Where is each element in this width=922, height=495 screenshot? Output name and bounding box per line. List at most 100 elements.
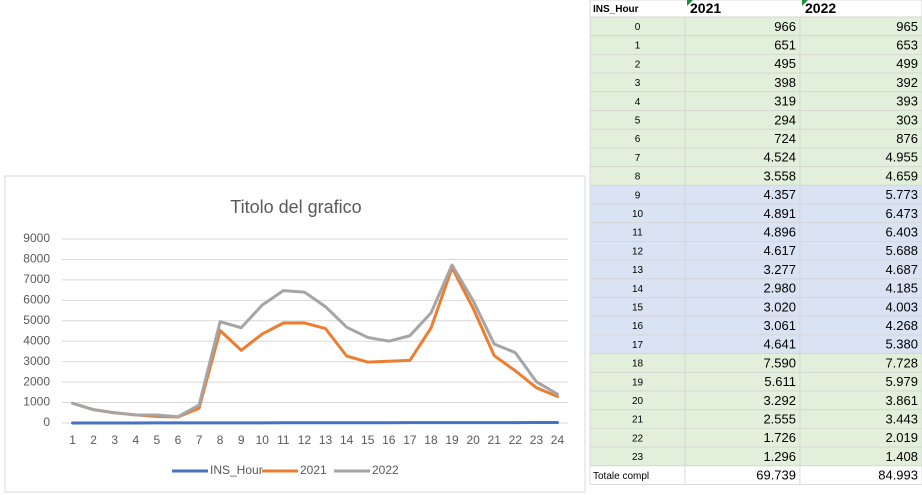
row-cell: 294 [774, 112, 796, 127]
x-tick-label: 22 [509, 433, 523, 447]
row-cell: 4.641 [763, 337, 796, 352]
row-cell: 3.020 [763, 299, 796, 314]
row-label: 11 [632, 228, 643, 239]
row-label: 15 [632, 302, 644, 313]
x-tick-label: 5 [154, 433, 161, 447]
row-cell: 5.979 [885, 374, 918, 389]
row-label: 1 [635, 41, 641, 52]
legend-label: INS_Hour [210, 463, 263, 477]
y-tick-label: 6000 [23, 293, 50, 307]
x-tick-label: 7 [196, 433, 203, 447]
row-cell: 319 [774, 94, 796, 109]
row-label: 5 [635, 115, 641, 126]
row-cell: 495 [774, 56, 796, 71]
x-tick-label: 18 [424, 433, 438, 447]
row-cell: 4.687 [885, 262, 918, 277]
row-label: 20 [632, 396, 644, 407]
x-tick-label: 8 [217, 433, 224, 447]
x-tick-label: 17 [403, 433, 417, 447]
x-tick-label: 3 [111, 433, 118, 447]
row-cell: 303 [896, 112, 918, 127]
series-line [71, 263, 559, 419]
y-tick-label: 8000 [23, 252, 50, 266]
cell-flag [687, 0, 693, 6]
y-tick-label: 1000 [23, 395, 50, 409]
x-tick-label: 6 [175, 433, 182, 447]
row-label: 23 [632, 452, 644, 463]
row-cell: 4.357 [763, 187, 796, 202]
row-cell: 398 [774, 75, 796, 90]
row-cell: 4.896 [763, 224, 796, 239]
row-cell: 4.268 [885, 318, 918, 333]
row-cell: 393 [896, 94, 918, 109]
row-cell: 3.292 [763, 393, 796, 408]
x-tick-label: 11 [277, 433, 290, 447]
x-tick-label: 10 [256, 433, 270, 447]
row-label: 21 [632, 415, 644, 426]
row-cell: 3.443 [885, 411, 918, 426]
row-label: 16 [632, 321, 644, 332]
x-tick-label: 12 [298, 433, 312, 447]
row-cell: 1.408 [885, 449, 918, 464]
row-label: 17 [632, 340, 644, 351]
x-tick-label: 16 [382, 433, 396, 447]
row-label: 6 [635, 134, 641, 145]
legend-label: 2021 [300, 463, 327, 477]
row-cell: 2.555 [763, 411, 796, 426]
row-cell: 5.611 [764, 374, 796, 389]
row-cell: 965 [896, 19, 918, 34]
row-cell: 4.003 [885, 299, 918, 314]
header-cell: 2022 [805, 0, 836, 16]
row-cell: 4.955 [885, 150, 918, 165]
total-cell: 84.993 [878, 468, 918, 483]
row-cell: 4.524 [763, 150, 796, 165]
row-cell: 3.277 [763, 262, 796, 277]
row-cell: 3.061 [763, 318, 796, 333]
y-tick-label: 4000 [23, 333, 50, 347]
chart-title: Titolo del grafico [230, 197, 361, 217]
y-tick-label: 3000 [23, 354, 50, 368]
header-bg [589, 0, 922, 18]
row-label: 12 [632, 246, 644, 257]
header-cell: INS_Hour [593, 4, 639, 15]
header-cell: 2021 [690, 0, 721, 16]
row-cell: 4.185 [885, 281, 918, 296]
row-cell: 2.019 [885, 430, 918, 445]
row-label: 14 [632, 284, 644, 295]
total-label: Totale compl [593, 471, 649, 482]
row-label: 2 [635, 59, 641, 70]
row-cell: 6.403 [885, 224, 918, 239]
row-cell: 4.891 [763, 206, 796, 221]
row-cell: 6.473 [885, 206, 918, 221]
row-cell: 724 [774, 131, 796, 146]
row-cell: 392 [896, 75, 918, 90]
x-tick-label: 2 [90, 433, 97, 447]
row-cell: 5.380 [885, 337, 918, 352]
x-tick-label: 9 [238, 433, 245, 447]
row-cell: 2.980 [763, 281, 796, 296]
y-tick-label: 2000 [23, 374, 50, 388]
row-label: 9 [635, 190, 641, 201]
row-label: 0 [635, 22, 641, 33]
y-tick-label: 0 [43, 415, 50, 429]
row-cell: 3.861 [885, 393, 918, 408]
row-label: 3 [635, 78, 641, 89]
total-cell: 69.739 [756, 468, 796, 483]
row-cell: 1.726 [763, 430, 796, 445]
row-label: 7 [635, 153, 641, 164]
x-tick-label: 20 [466, 433, 480, 447]
y-tick-label: 5000 [23, 313, 50, 327]
x-tick-label: 13 [319, 433, 333, 447]
row-cell: 653 [896, 37, 918, 52]
row-label: 18 [632, 359, 644, 370]
row-cell: 7.590 [763, 355, 796, 370]
row-cell: 651 [774, 37, 796, 52]
row-cell: 876 [896, 131, 918, 146]
row-cell: 499 [896, 56, 918, 71]
x-tick-label: 15 [361, 433, 375, 447]
row-cell: 4.617 [763, 243, 796, 258]
row-cell: 4.659 [885, 168, 918, 183]
y-tick-label: 7000 [23, 272, 50, 286]
